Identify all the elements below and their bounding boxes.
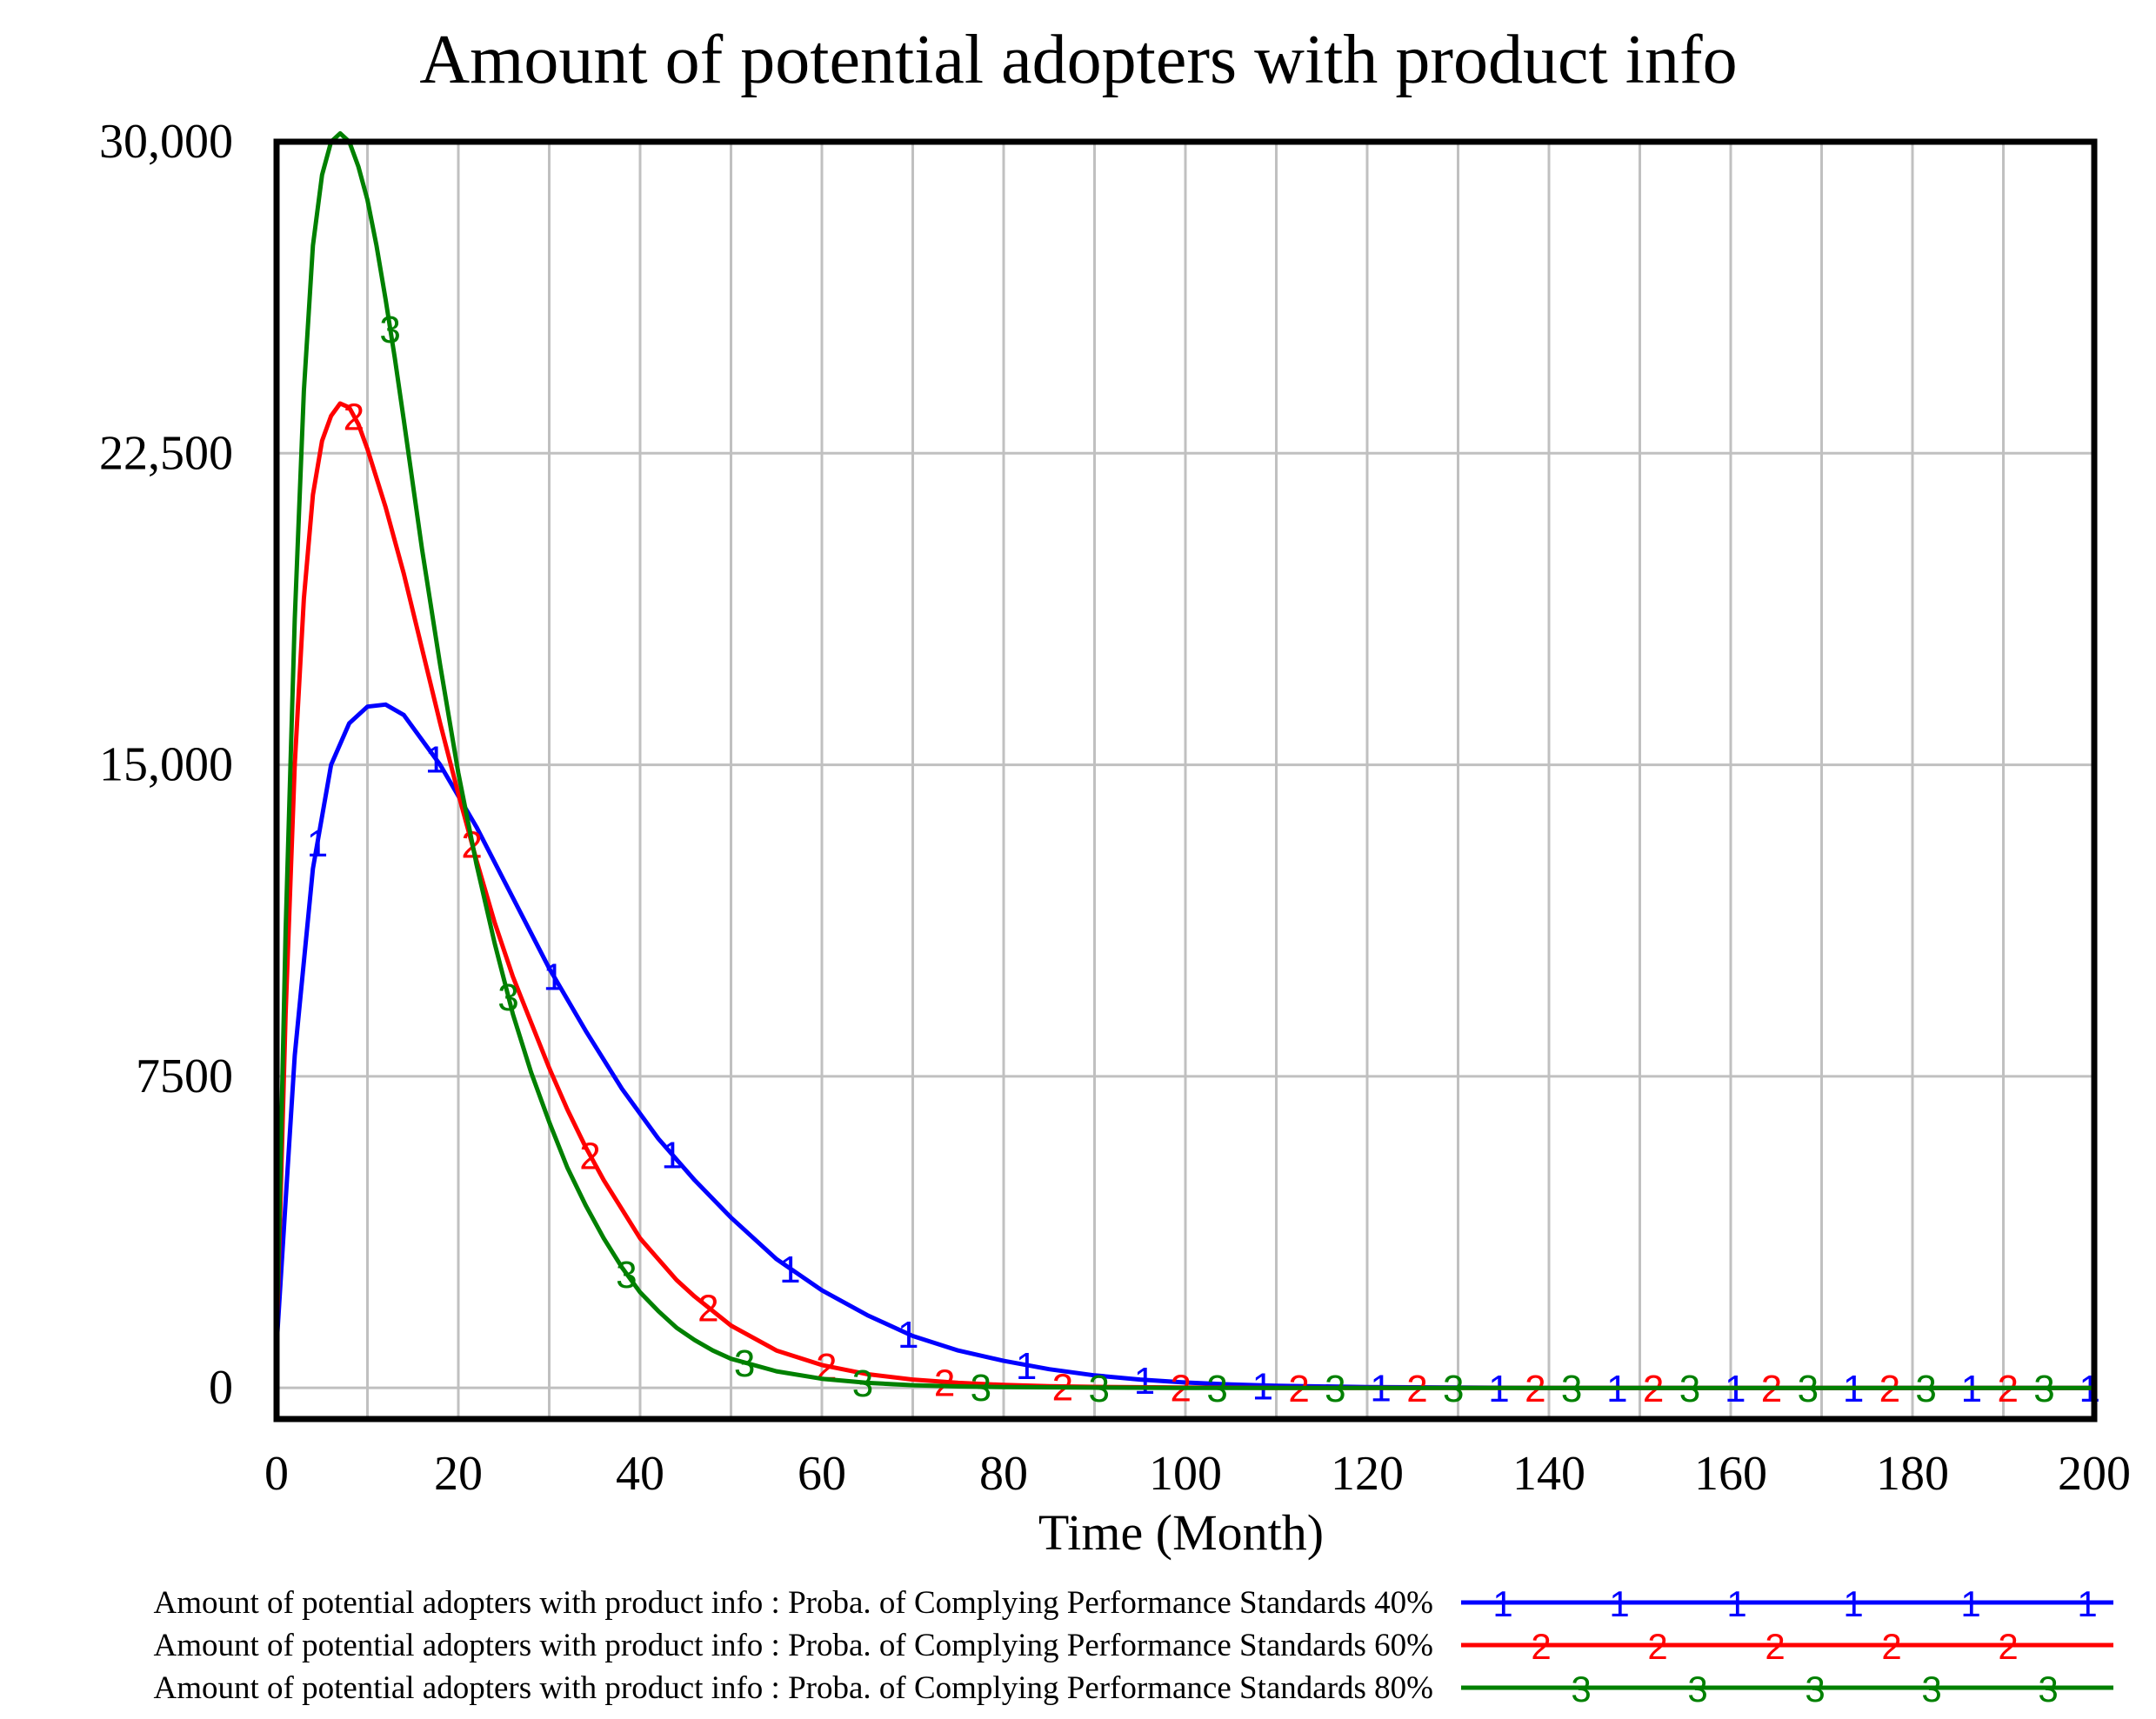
legend-marker-1: 1 bbox=[1609, 1583, 1629, 1624]
legend-marker-2: 2 bbox=[1531, 1626, 1551, 1667]
legend-label-3: Amount of potential adopters with produc… bbox=[153, 1670, 1433, 1706]
legend-marker-1: 1 bbox=[2077, 1583, 2097, 1624]
legend-marker-3: 3 bbox=[2038, 1669, 2058, 1709]
series-marker-1: 1 bbox=[779, 1249, 800, 1291]
series-line-3 bbox=[274, 130, 2094, 1390]
series-marker-3: 3 bbox=[1798, 1368, 1819, 1410]
x-axis-ticks: 0 20 40 60 80 100 120 140 160 180 200 bbox=[264, 1447, 2131, 1501]
series-marker-3: 3 bbox=[2033, 1368, 2054, 1410]
x-tick-label: 20 bbox=[434, 1447, 483, 1501]
x-tick-label: 180 bbox=[1876, 1447, 1949, 1501]
x-tick-label: 40 bbox=[616, 1447, 664, 1501]
series-marker-1: 1 bbox=[425, 738, 446, 781]
chart-title: Amount of potential adopters with produc… bbox=[419, 22, 1737, 98]
series-marker-3: 3 bbox=[852, 1363, 873, 1405]
series-marker-2: 2 bbox=[698, 1288, 718, 1330]
series-marker-1: 1 bbox=[898, 1314, 918, 1356]
series-marker-3: 3 bbox=[734, 1343, 755, 1385]
legend-marker-3: 3 bbox=[1921, 1669, 1941, 1709]
series-marker-1: 1 bbox=[1134, 1360, 1155, 1403]
series-marker-3: 3 bbox=[1679, 1368, 1700, 1410]
series-marker-2: 2 bbox=[816, 1346, 837, 1389]
legend-marker-3: 3 bbox=[1687, 1669, 1707, 1709]
x-tick-label: 80 bbox=[979, 1447, 1028, 1501]
y-axis-ticks: 0 7500 15,000 22,500 30,000 bbox=[99, 115, 233, 1415]
y-tick-label: 22,500 bbox=[99, 426, 233, 480]
legend-marker-3: 3 bbox=[1571, 1669, 1591, 1709]
y-tick-label: 7500 bbox=[136, 1049, 233, 1103]
x-tick-label: 140 bbox=[1512, 1447, 1585, 1501]
series-marker-3: 3 bbox=[1915, 1368, 1936, 1410]
x-tick-label: 60 bbox=[798, 1447, 846, 1501]
series-marker-1: 1 bbox=[1016, 1345, 1037, 1388]
series-marker-3: 3 bbox=[1206, 1368, 1227, 1410]
legend-marker-2: 2 bbox=[1998, 1626, 2018, 1667]
series-marker-3: 3 bbox=[971, 1367, 991, 1409]
legend-marker-1: 1 bbox=[1726, 1583, 1746, 1624]
legend-marker-1: 1 bbox=[1492, 1583, 1512, 1624]
x-axis-label: Time (Month) bbox=[1038, 1504, 1324, 1561]
series-marker-1: 1 bbox=[661, 1134, 682, 1176]
legend-marker-1: 1 bbox=[1843, 1583, 1863, 1624]
series-marker-3: 3 bbox=[379, 309, 400, 351]
x-tick-label: 200 bbox=[2058, 1447, 2131, 1501]
series-line-1 bbox=[274, 702, 2094, 1390]
series-marker-1: 1 bbox=[307, 823, 328, 865]
y-tick-label: 15,000 bbox=[99, 738, 233, 792]
series-marker-3: 3 bbox=[1325, 1368, 1345, 1410]
series-line-2 bbox=[274, 401, 2094, 1390]
series-marker-2: 2 bbox=[344, 396, 364, 438]
grid-lines bbox=[277, 142, 2094, 1419]
series-marker-2: 2 bbox=[934, 1362, 955, 1404]
series-marker-3: 3 bbox=[1443, 1368, 1464, 1410]
series-marker-3: 3 bbox=[1561, 1368, 1582, 1410]
legend-marker-2: 2 bbox=[1647, 1626, 1667, 1667]
legend-marker-2: 2 bbox=[1765, 1626, 1785, 1667]
legend: Amount of potential adopters with produc… bbox=[153, 1583, 2113, 1709]
legend-marker-3: 3 bbox=[1805, 1669, 1825, 1709]
x-tick-label: 0 bbox=[264, 1447, 289, 1501]
legend-marker-1: 1 bbox=[1960, 1583, 1980, 1624]
legend-marker-2: 2 bbox=[1881, 1626, 1901, 1667]
series-marker-3: 3 bbox=[616, 1254, 637, 1296]
series-marker-3: 3 bbox=[1088, 1368, 1109, 1410]
x-tick-label: 160 bbox=[1694, 1447, 1767, 1501]
series-marker-3: 3 bbox=[497, 976, 518, 1019]
legend-label-1: Amount of potential adopters with produc… bbox=[153, 1585, 1433, 1621]
plot-frame bbox=[273, 138, 2098, 1423]
y-tick-label: 0 bbox=[209, 1361, 233, 1415]
x-tick-label: 100 bbox=[1149, 1447, 1222, 1501]
y-tick-label: 30,000 bbox=[99, 115, 233, 169]
legend-label-2: Amount of potential adopters with produc… bbox=[153, 1628, 1433, 1663]
series-marker-1: 1 bbox=[543, 956, 564, 999]
x-tick-label: 120 bbox=[1331, 1447, 1404, 1501]
series-marker-2: 2 bbox=[579, 1136, 600, 1178]
